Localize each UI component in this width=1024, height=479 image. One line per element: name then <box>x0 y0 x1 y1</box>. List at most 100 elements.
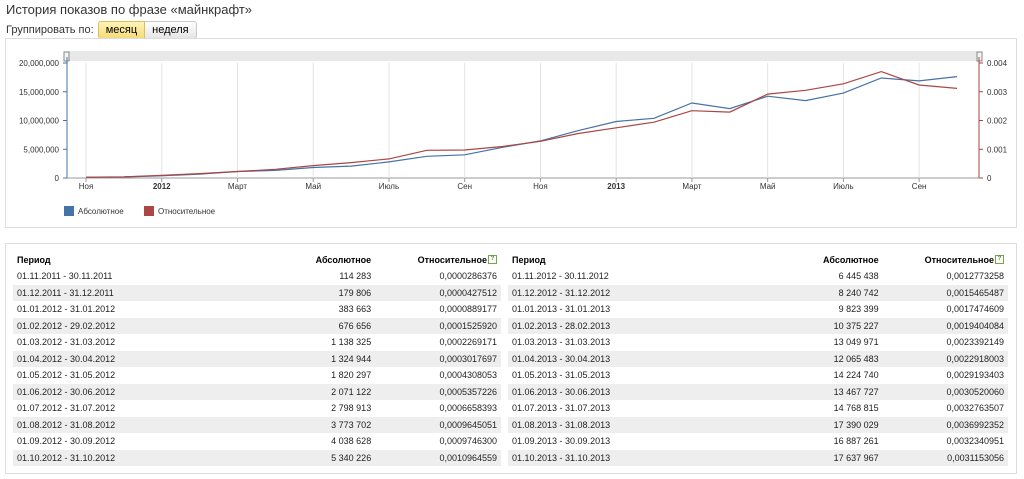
period-cell: 01.04.2012 - 30.04.2012 <box>13 350 255 367</box>
period-cell: 01.11.2012 - 30.11.2012 <box>512 271 609 282</box>
x-tick-label: Июль <box>833 182 853 191</box>
legend-swatch-relative <box>144 206 154 216</box>
absolute-cell: 4 038 628 <box>331 436 372 447</box>
relative-cell: 0,0023392149 <box>946 337 1004 348</box>
col-relative-header: Относительное? <box>375 252 501 268</box>
relative-cell: 0,0004308053 <box>439 370 497 381</box>
group-week-button[interactable]: неделя <box>145 21 197 39</box>
col-period-header: Период <box>17 255 51 265</box>
relative-cell: 0,0032340951 <box>946 436 1004 447</box>
series-line-relative <box>85 70 958 178</box>
col-period-header: Период <box>512 255 546 265</box>
table-row: 01.08.2013 - 31.08.2013 17 390 029 0,00369… <box>508 416 1008 433</box>
absolute-cell: 6 445 438 <box>838 271 879 282</box>
period-cell: 01.07.2013 - 31.07.2013 <box>512 403 611 414</box>
period-cell: 01.09.2013 - 30.09.2013 <box>512 436 611 447</box>
table-row: 01.09.2012 - 30.09.2012 4 038 628 0,000974… <box>13 433 501 450</box>
absolute-cell: 114 283 <box>339 271 372 282</box>
x-tick-label: Май <box>305 182 321 191</box>
absolute-cell: 12 065 483 <box>748 350 883 367</box>
table-row: 01.05.2013 - 31.05.2013 14 224 740 0,00291… <box>508 367 1008 384</box>
period-cell: 01.03.2013 - 31.03.2013 <box>512 337 611 348</box>
period-cell: 01.07.2012 - 31.07.2012 <box>17 403 116 414</box>
period-cell: 01.02.2012 - 29.02.2012 <box>13 317 255 334</box>
chart-panel: Ноя 2012 Март Май Июль Сен Ноя 2013 Март Май Июль С… <box>5 38 1017 228</box>
absolute-cell: 3 773 702 <box>254 416 376 433</box>
period-cell: 01.05.2012 - 31.05.2012 <box>17 370 116 381</box>
table-row: 01.03.2012 - 31.03.2012 1 138 325 0,000226… <box>13 334 501 351</box>
table-row: 01.10.2012 - 31.10.2012 5 340 226 0,001096… <box>13 449 501 466</box>
y-left-tick-label: 10,000,000 <box>19 117 60 126</box>
group-month-button[interactable]: месяц <box>97 21 146 39</box>
absolute-cell: 383 663 <box>338 304 372 315</box>
table-header-row: Период Абсолютное Относительное? <box>13 252 501 268</box>
period-cell: 01.01.2012 - 31.01.2012 <box>17 304 116 315</box>
series-line-absolute <box>85 76 958 178</box>
absolute-cell: 179 806 <box>254 284 376 301</box>
absolute-cell: 13 049 971 <box>833 337 879 348</box>
table-row: 01.11.2012 - 30.11.2012 6 445 438 0,001277… <box>508 268 1008 285</box>
col-absolute-header: Абсолютное <box>823 255 879 265</box>
period-cell: 01.12.2011 - 31.12.2011 <box>13 284 255 301</box>
x-tick-label: Май <box>760 182 776 191</box>
x-tick-label: Март <box>682 182 701 191</box>
relative-cell: 0,0005357226 <box>375 383 501 400</box>
relative-cell: 0,0001525920 <box>375 317 501 334</box>
relative-cell: 0,0029193403 <box>946 370 1004 381</box>
table-row: 01.12.2012 - 31.12.2012 8 240 742 0,001546… <box>508 284 1008 301</box>
table-row: 01.05.2012 - 31.05.2012 1 820 297 0,000430… <box>13 367 501 384</box>
help-icon[interactable]: ? <box>488 255 497 264</box>
table-row: 01.04.2013 - 30.04.2013 12 065 483 0,00229… <box>508 350 1008 367</box>
table-row: 01.10.2013 - 31.10.2013 17 637 967 0,00311… <box>508 449 1008 466</box>
help-icon[interactable]: ? <box>995 255 1004 264</box>
x-tick-label: 2013 <box>607 182 625 191</box>
col-relative-label: Относительное <box>417 255 487 265</box>
y-left-tick-label: 20,000,000 <box>19 59 60 68</box>
group-by-label: Группировать по: <box>6 24 94 36</box>
table-row: 01.01.2012 - 31.01.2012 383 663 0,00008891… <box>13 301 501 318</box>
absolute-cell: 9 823 399 <box>838 304 879 315</box>
y-right-tick-label: 0 <box>987 174 992 183</box>
relative-cell: 0,0015465487 <box>882 284 1008 301</box>
legend-label-absolute: Абсолютное <box>78 207 124 216</box>
absolute-cell: 17 390 029 <box>748 416 883 433</box>
relative-cell: 0,0000427512 <box>375 284 501 301</box>
x-tick-label: Сен <box>912 182 927 191</box>
absolute-cell: 1 324 944 <box>254 350 376 367</box>
period-cell: 01.11.2011 - 30.11.2011 <box>17 271 113 282</box>
y-right-tick-label: 0.001 <box>987 145 1008 154</box>
relative-cell: 0,0000889177 <box>439 304 497 315</box>
y-left-tick-label: 5,000,000 <box>23 145 59 154</box>
absolute-cell: 13 467 727 <box>748 383 883 400</box>
x-tick-label: Ноя <box>79 182 94 191</box>
history-chart: Ноя 2012 Март Май Июль Сен Ноя 2013 Март Май Июль С… <box>19 51 1008 216</box>
x-tick-label: Июль <box>379 182 399 191</box>
table-row: 01.11.2011 - 30.11.2011 114 283 0,00002863… <box>13 268 501 285</box>
absolute-cell: 5 340 226 <box>254 449 376 466</box>
y-right-tick-label: 0.003 <box>987 88 1008 97</box>
table-row: 01.06.2013 - 30.06.2013 13 467 727 0,00305… <box>508 383 1008 400</box>
x-tick-label: Сен <box>457 182 472 191</box>
x-tick-label: Март <box>228 182 247 191</box>
period-cell: 01.08.2012 - 31.08.2012 <box>13 416 255 433</box>
relative-cell: 0,0019404084 <box>882 317 1008 334</box>
relative-cell: 0,0009746300 <box>439 436 497 447</box>
table-row: 01.06.2012 - 30.06.2012 2 071 122 0,000535… <box>13 383 501 400</box>
period-cell: 01.01.2013 - 31.01.2013 <box>512 304 611 315</box>
period-cell: 01.10.2012 - 31.10.2012 <box>13 449 255 466</box>
table-row: 01.12.2011 - 31.12.2011 179 806 0,00004275… <box>13 284 501 301</box>
period-cell: 01.12.2012 - 31.12.2012 <box>508 284 749 301</box>
period-cell: 01.04.2013 - 30.04.2013 <box>508 350 749 367</box>
y-right-tick-label: 0.002 <box>987 117 1008 126</box>
group-by-control: Группировать по: месяц неделя <box>6 21 197 39</box>
period-cell: 01.05.2013 - 31.05.2013 <box>512 370 611 381</box>
relative-cell: 0,0030520060 <box>882 383 1008 400</box>
x-tick-label: Ноя <box>533 182 548 191</box>
table-row: 01.03.2013 - 31.03.2013 13 049 971 0,00233… <box>508 334 1008 351</box>
table-row: 01.04.2012 - 30.04.2012 1 324 944 0,000301… <box>13 350 501 367</box>
y-left-tick-label: 15,000,000 <box>19 88 60 97</box>
absolute-cell: 14 768 815 <box>833 403 879 414</box>
x-tick-label: 2012 <box>153 182 171 191</box>
relative-cell: 0,0031153056 <box>882 449 1008 466</box>
table-row: 01.08.2012 - 31.08.2012 3 773 702 0,000964… <box>13 416 501 433</box>
